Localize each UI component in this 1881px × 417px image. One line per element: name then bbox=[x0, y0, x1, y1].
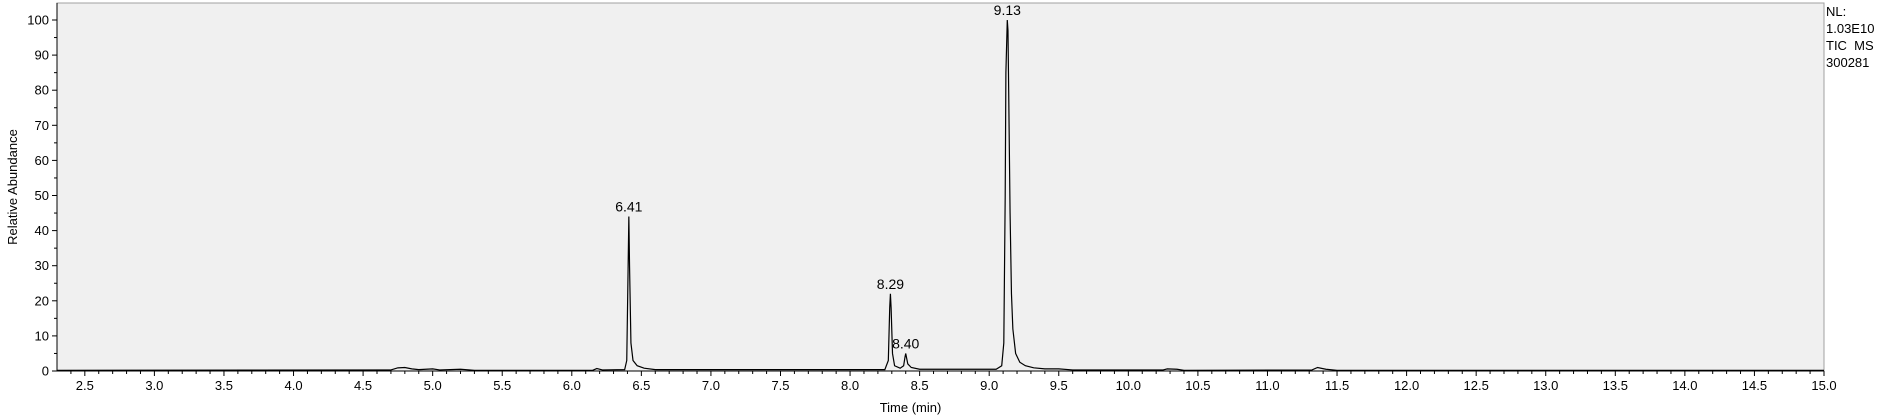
x-tick-label: 10.5 bbox=[1185, 378, 1210, 393]
x-tick-label: 8.0 bbox=[841, 378, 859, 393]
y-tick-label: 60 bbox=[35, 153, 49, 168]
y-tick-label: 0 bbox=[42, 364, 49, 379]
x-tick-label: 5.0 bbox=[424, 378, 442, 393]
x-tick-label: 7.5 bbox=[771, 378, 789, 393]
x-tick-label: 12.5 bbox=[1464, 378, 1489, 393]
x-tick-label: 8.5 bbox=[911, 378, 929, 393]
y-tick-label: 10 bbox=[35, 328, 49, 343]
x-tick-label: 11.0 bbox=[1255, 378, 1279, 393]
x-tick-label: 15.0 bbox=[1811, 378, 1836, 393]
x-tick-label: 13.0 bbox=[1533, 378, 1558, 393]
y-tick-label: 40 bbox=[35, 223, 49, 238]
y-tick-label: 100 bbox=[27, 13, 49, 28]
y-axis-title: Relative Abundance bbox=[5, 129, 20, 245]
x-tick-label: 14.0 bbox=[1672, 378, 1697, 393]
plot-area bbox=[56, 2, 1825, 372]
labels-layer: 6.41 8.29 8.40 9.13 bbox=[615, 2, 1021, 351]
x-tick-label: 7.0 bbox=[702, 378, 720, 393]
peak-label: 6.41 bbox=[615, 199, 642, 215]
y-tick-label: 30 bbox=[35, 258, 49, 273]
peak-label: 8.29 bbox=[877, 276, 904, 292]
y-tick-label: 80 bbox=[35, 83, 49, 98]
trace-info: NL: 1.03E10 TIC MS 300281 bbox=[1826, 3, 1874, 71]
x-tick-label: 6.0 bbox=[563, 378, 581, 393]
nl-value: 1.03E10 bbox=[1826, 21, 1875, 36]
x-tick-label: 3.0 bbox=[145, 378, 163, 393]
trace-type: TIC MS bbox=[1826, 38, 1874, 53]
x-tick-label: 9.5 bbox=[1050, 378, 1068, 393]
x-tick-label: 14.5 bbox=[1742, 378, 1767, 393]
x-tick-label: 3.5 bbox=[215, 378, 233, 393]
x-tick-label: 5.5 bbox=[493, 378, 511, 393]
y-tick-label: 90 bbox=[35, 48, 49, 63]
y-tick-label: 20 bbox=[35, 293, 49, 308]
x-tick-label: 2.5 bbox=[76, 378, 94, 393]
y-tick-label: 70 bbox=[35, 118, 49, 133]
file-name: 300281 bbox=[1826, 55, 1870, 70]
y-tick-label: 50 bbox=[35, 188, 49, 203]
trace-layer bbox=[56, 19, 1824, 371]
x-tick-label: 6.5 bbox=[632, 378, 650, 393]
axes-layer: 0 10 20 30 40 50 60 70 80 90 100 2.5 3.0 3.5 4.0 4.5 5.0… bbox=[27, 3, 1837, 393]
x-tick-label: 13.5 bbox=[1603, 378, 1628, 393]
tic-trace-line bbox=[56, 19, 1824, 371]
nl-label: NL: bbox=[1826, 4, 1847, 19]
peak-label: 8.40 bbox=[892, 335, 919, 351]
x-tick-label: 10.0 bbox=[1116, 378, 1141, 393]
x-tick-label: 12.0 bbox=[1394, 378, 1419, 393]
x-tick-label: 9.0 bbox=[980, 378, 998, 393]
x-tick-label: 11.5 bbox=[1325, 378, 1349, 393]
peak-label: 9.13 bbox=[994, 2, 1021, 18]
x-tick-label: 4.5 bbox=[354, 378, 372, 393]
x-tick-label: 4.0 bbox=[284, 378, 302, 393]
x-axis-title: Time (min) bbox=[880, 400, 942, 415]
